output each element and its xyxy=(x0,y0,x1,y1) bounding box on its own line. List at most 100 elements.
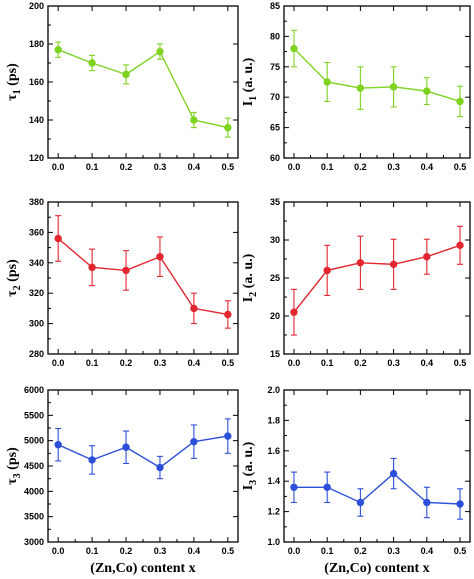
x-tick-label: 0.0 xyxy=(52,358,65,368)
y-axis-label: τ2 (ps) xyxy=(5,259,23,297)
data-point xyxy=(456,241,464,250)
panel-tau2: 280 300 320 340 360 380 0.0 0.1 0.2 0.3 0.4 0.5 τ2 (… xyxy=(5,197,239,368)
data-point xyxy=(88,456,96,464)
data-point xyxy=(356,84,365,92)
series-line xyxy=(293,472,461,505)
plot-frame xyxy=(283,389,471,543)
data-point xyxy=(389,260,398,269)
y-tick-label: 1.0 xyxy=(267,537,280,547)
x-tick-label: 0.1 xyxy=(321,162,334,172)
y-tick-label: 140 xyxy=(29,115,44,125)
y-tick-label: 120 xyxy=(29,153,44,163)
x-tick-label: 0.5 xyxy=(222,162,235,172)
x-tick-label: 0.3 xyxy=(387,162,400,172)
y-tick-label: 1.8 xyxy=(267,415,280,425)
y-tick-label: 2.0 xyxy=(267,385,280,395)
y-tick-label: 30 xyxy=(270,235,280,245)
x-tick-label: 0.4 xyxy=(421,162,434,172)
data-point xyxy=(323,483,331,491)
y-tick-label: 380 xyxy=(29,197,44,207)
y-tick-label: 1.2 xyxy=(267,507,280,517)
series-line xyxy=(57,237,228,316)
x-tick-label: 0.2 xyxy=(120,546,133,556)
y-tick-label: 5500 xyxy=(24,410,44,420)
y-tick-label: 200 xyxy=(29,1,44,11)
x-tick-label: 0.3 xyxy=(387,358,400,368)
data-point xyxy=(290,483,298,491)
y-axis-label: τ1 (ps) xyxy=(5,63,23,101)
y-tick-label: 1.6 xyxy=(267,446,280,456)
y-tick-label: 3500 xyxy=(24,512,44,522)
data-point xyxy=(88,263,96,272)
data-point xyxy=(190,304,198,313)
y-axis-label: I3 (a. u.) xyxy=(241,441,259,490)
x-tick-label: 0.3 xyxy=(154,162,167,172)
data-point xyxy=(356,498,365,507)
x-tick-label: 0.0 xyxy=(52,546,65,556)
data-point xyxy=(122,70,130,79)
x-tick-label: 0.0 xyxy=(288,162,301,172)
x-axis-label: (Zn,Co) content x xyxy=(324,561,429,576)
data-point xyxy=(290,44,298,53)
panel-I1: 60 65 70 75 80 85 0.0 0.1 0.2 0.3 0.4 0.5 I1 (a. u.) xyxy=(241,1,471,172)
data-point xyxy=(290,308,298,316)
x-tick-label: 0.1 xyxy=(86,358,99,368)
x-tick-label: 0.1 xyxy=(321,358,334,368)
x-tick-label: 0.4 xyxy=(421,546,434,556)
x-tick-label: 0.4 xyxy=(188,358,201,368)
data-point xyxy=(156,253,164,261)
data-point xyxy=(456,500,464,508)
x-tick-label: 0.1 xyxy=(86,162,99,172)
y-tick-label: 25 xyxy=(270,273,280,283)
data-point xyxy=(224,123,232,132)
plot-frame xyxy=(283,201,471,355)
y-tick-label: 60 xyxy=(270,153,280,163)
data-point xyxy=(54,441,62,449)
data-point xyxy=(323,78,331,86)
data-point xyxy=(224,310,232,319)
y-tick-label: 20 xyxy=(270,311,280,321)
plot-frame xyxy=(47,389,239,543)
x-tick-label: 0.1 xyxy=(86,546,99,556)
x-tick-label: 0.2 xyxy=(354,358,367,368)
y-tick-label: 360 xyxy=(29,227,44,237)
panel-tau3: 3000 3500 4000 4500 5000 5500 6000 0.0 0.1 0.2 0.3… xyxy=(5,385,239,576)
x-tick-label: 0.4 xyxy=(188,162,201,172)
y-tick-label: 75 xyxy=(270,62,280,72)
y-tick-label: 15 xyxy=(270,349,280,359)
y-tick-label: 4500 xyxy=(24,461,44,471)
y-tick-label: 160 xyxy=(29,77,44,87)
data-point xyxy=(54,234,62,243)
panel-I3: 1.0 1.2 1.4 1.6 1.8 2.0 0.0 0.1 0.2 0.3 0.4 0.5 I3 (… xyxy=(241,385,471,576)
x-tick-label: 0.5 xyxy=(454,358,467,368)
x-tick-label: 0.1 xyxy=(321,546,334,556)
y-tick-label: 35 xyxy=(270,197,280,207)
x-tick-label: 0.0 xyxy=(52,162,65,172)
data-point xyxy=(190,437,198,446)
data-point xyxy=(389,83,398,91)
x-tick-label: 0.2 xyxy=(354,162,367,172)
data-point xyxy=(190,116,198,124)
x-tick-label: 0.0 xyxy=(288,358,301,368)
data-point xyxy=(122,443,130,451)
data-point xyxy=(54,46,62,54)
x-tick-label: 0.4 xyxy=(421,358,434,368)
series-line xyxy=(57,49,228,129)
data-point xyxy=(323,266,331,275)
y-tick-label: 180 xyxy=(29,39,44,49)
x-tick-label: 0.0 xyxy=(288,546,301,556)
data-point xyxy=(156,463,164,472)
y-axis-label: I1 (a. u.) xyxy=(241,57,259,106)
y-tick-label: 4000 xyxy=(24,486,44,496)
x-tick-label: 0.2 xyxy=(120,162,133,172)
data-point xyxy=(456,97,464,106)
y-tick-label: 5000 xyxy=(24,436,44,446)
data-point xyxy=(224,432,232,440)
x-tick-label: 0.3 xyxy=(154,358,167,368)
x-tick-label: 0.3 xyxy=(387,546,400,556)
y-tick-label: 65 xyxy=(270,123,280,133)
data-point xyxy=(122,266,130,275)
y-tick-label: 280 xyxy=(29,349,44,359)
x-tick-label: 0.5 xyxy=(222,546,235,556)
